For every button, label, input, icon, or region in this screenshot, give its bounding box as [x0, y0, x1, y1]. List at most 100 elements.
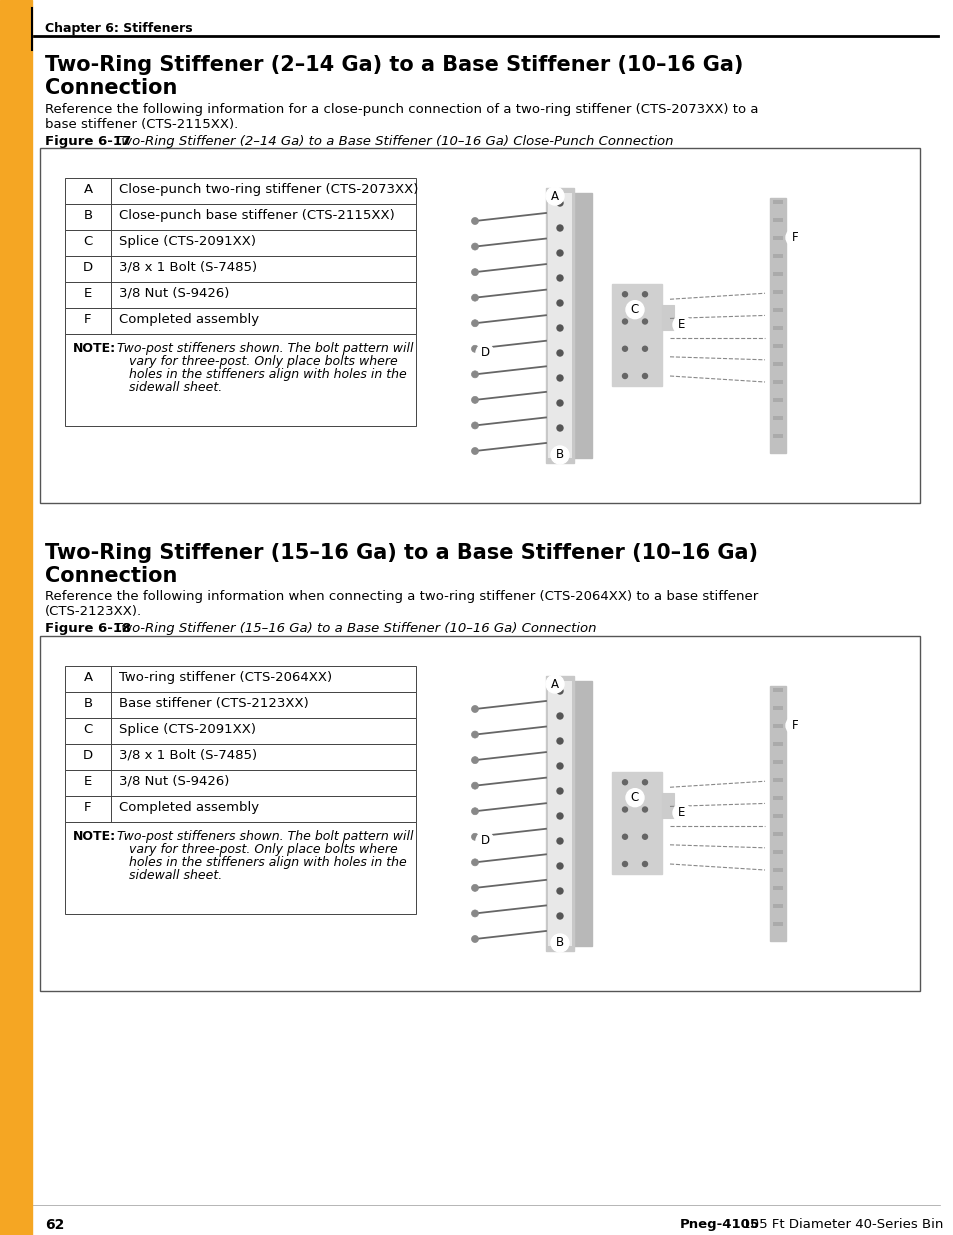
Text: D: D	[480, 835, 489, 847]
Circle shape	[557, 450, 562, 456]
Circle shape	[622, 806, 627, 811]
Bar	[612, 284, 661, 387]
Circle shape	[557, 813, 562, 819]
Bar	[772, 832, 782, 836]
Bar	[772, 923, 782, 926]
Text: D: D	[83, 748, 93, 762]
Circle shape	[557, 200, 562, 206]
Text: A: A	[551, 678, 558, 690]
Bar	[40, 148, 919, 503]
Circle shape	[557, 375, 562, 382]
Circle shape	[471, 320, 478, 327]
Circle shape	[551, 934, 568, 952]
Circle shape	[471, 935, 478, 942]
Circle shape	[471, 910, 478, 916]
Bar	[772, 200, 782, 204]
Text: D: D	[83, 261, 93, 274]
Bar	[772, 433, 782, 438]
Circle shape	[471, 294, 478, 301]
Bar	[772, 272, 782, 275]
Text: Two-ring stiffener (CTS-2064XX): Two-ring stiffener (CTS-2064XX)	[119, 671, 332, 684]
Circle shape	[471, 370, 478, 378]
Bar	[772, 345, 782, 348]
Bar	[612, 772, 661, 874]
Bar	[772, 868, 782, 872]
Circle shape	[557, 325, 562, 331]
Bar	[772, 760, 782, 764]
Bar	[545, 188, 574, 463]
Text: Connection: Connection	[45, 78, 177, 98]
Circle shape	[625, 300, 643, 319]
Circle shape	[557, 763, 562, 769]
Text: E: E	[678, 806, 685, 819]
Circle shape	[471, 217, 478, 225]
Circle shape	[641, 291, 647, 296]
Bar	[563, 680, 592, 946]
Bar	[547, 193, 572, 458]
Circle shape	[622, 373, 627, 378]
Text: vary for three-post. Only place bolts where: vary for three-post. Only place bolts wh…	[129, 844, 397, 856]
Text: Pneg-4105: Pneg-4105	[679, 1218, 760, 1231]
Circle shape	[471, 834, 478, 840]
Text: E: E	[678, 319, 685, 331]
Text: Splice (CTS-2091XX): Splice (CTS-2091XX)	[119, 235, 255, 248]
Circle shape	[545, 676, 563, 693]
Text: D: D	[480, 347, 489, 359]
Text: Two-post stiffeners shown. The bolt pattern will: Two-post stiffeners shown. The bolt patt…	[117, 342, 413, 354]
Circle shape	[557, 863, 562, 869]
Bar	[65, 333, 416, 426]
Circle shape	[471, 705, 478, 713]
Circle shape	[471, 243, 478, 249]
Bar	[65, 308, 416, 333]
Text: (CTS-2123XX).: (CTS-2123XX).	[45, 605, 142, 618]
Text: C: C	[630, 792, 639, 804]
Text: Two-Ring Stiffener (15–16 Ga) to a Base Stiffener (10–16 Ga) Connection: Two-Ring Stiffener (15–16 Ga) to a Base …	[110, 622, 596, 635]
Circle shape	[672, 804, 690, 821]
Circle shape	[471, 447, 478, 454]
Bar	[772, 290, 782, 294]
Text: F: F	[791, 719, 798, 732]
Circle shape	[557, 425, 562, 431]
Circle shape	[557, 350, 562, 356]
Circle shape	[622, 835, 627, 840]
Text: Completed assembly: Completed assembly	[119, 312, 259, 326]
Circle shape	[622, 319, 627, 324]
Bar	[65, 718, 416, 743]
Text: B: B	[556, 448, 563, 462]
Text: Close-punch two-ring stiffener (CTS-2073XX): Close-punch two-ring stiffener (CTS-2073…	[119, 183, 418, 196]
Bar	[65, 178, 416, 204]
Circle shape	[557, 839, 562, 844]
Text: holes in the stiffeners align with holes in the: holes in the stiffeners align with holes…	[129, 856, 406, 869]
Text: Figure 6-17: Figure 6-17	[45, 135, 131, 148]
Text: 3/8 Nut (S-9426): 3/8 Nut (S-9426)	[119, 776, 229, 788]
Circle shape	[471, 346, 478, 352]
Text: 3/8 x 1 Bolt (S-7485): 3/8 x 1 Bolt (S-7485)	[119, 748, 257, 762]
Bar	[772, 904, 782, 908]
Bar	[772, 326, 782, 330]
Circle shape	[622, 862, 627, 867]
Text: 3/8 x 1 Bolt (S-7485): 3/8 x 1 Bolt (S-7485)	[119, 261, 257, 274]
Text: Connection: Connection	[45, 566, 177, 585]
Bar	[769, 685, 785, 941]
Bar	[772, 706, 782, 710]
Text: F: F	[84, 802, 91, 814]
Bar	[772, 380, 782, 384]
Bar	[65, 666, 416, 692]
Bar	[772, 724, 782, 727]
Circle shape	[557, 739, 562, 743]
Text: C: C	[83, 722, 92, 736]
Circle shape	[471, 396, 478, 404]
Text: Two-Ring Stiffener (2–14 Ga) to a Base Stiffener (10–16 Ga) Close-Punch Connecti: Two-Ring Stiffener (2–14 Ga) to a Base S…	[110, 135, 673, 148]
Circle shape	[471, 757, 478, 763]
Circle shape	[471, 731, 478, 739]
Bar	[65, 692, 416, 718]
Circle shape	[557, 913, 562, 919]
Bar	[563, 193, 592, 458]
Text: NOTE:: NOTE:	[73, 342, 116, 354]
Text: base stiffener (CTS-2115XX).: base stiffener (CTS-2115XX).	[45, 119, 238, 131]
Circle shape	[471, 782, 478, 789]
Text: A: A	[551, 189, 558, 203]
Circle shape	[471, 858, 478, 866]
Circle shape	[641, 346, 647, 351]
Bar	[772, 778, 782, 782]
